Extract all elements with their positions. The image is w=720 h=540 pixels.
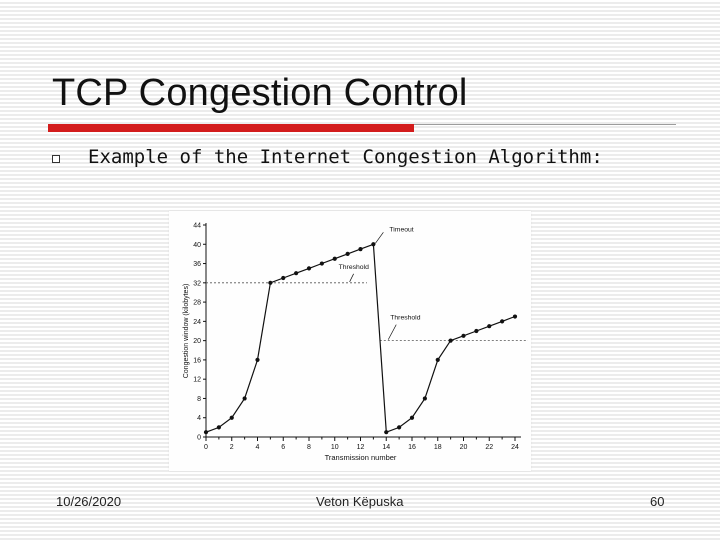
title-accent-bar	[48, 124, 414, 132]
data-point	[435, 357, 440, 363]
footer-page-number: 60	[650, 494, 665, 509]
congestion-window-figure: 0 4 8 12 16 20 24 28 32 36 40 44 0 2 4 6 8 10 12 14 16 18 20 22…	[169, 211, 531, 471]
x-tick-label: 2	[230, 444, 234, 451]
x-tick-label: 10	[331, 444, 339, 451]
x-tick-label: 6	[281, 444, 285, 451]
x-tick-label: 12	[357, 444, 365, 451]
data-point	[255, 357, 260, 363]
annotation-label: Threshold	[339, 264, 369, 271]
title-divider-line	[414, 124, 676, 125]
footer-date: 10/26/2020	[56, 494, 122, 509]
data-point	[384, 430, 389, 435]
x-tick-label: 20	[460, 444, 468, 451]
data-point	[319, 261, 324, 266]
data-point	[332, 256, 337, 261]
data-point	[448, 338, 453, 343]
data-point	[345, 251, 350, 257]
y-tick-label: 20	[193, 338, 201, 345]
x-tick-label: 0	[204, 444, 208, 451]
annotation-label: Timeout	[389, 226, 413, 233]
y-tick-label: 4	[197, 415, 201, 422]
annotation-label: Threshold	[390, 315, 420, 322]
data-point	[203, 430, 209, 435]
y-tick-label: 36	[193, 261, 201, 268]
annotation-leader-line	[349, 273, 354, 282]
y-tick-label: 8	[197, 396, 201, 403]
data-point	[461, 333, 466, 338]
y-axis-label: Congestion window (kilobytes)	[183, 284, 190, 379]
x-tick-label: 8	[307, 444, 311, 451]
data-point	[216, 425, 221, 430]
x-tick-label: 14	[382, 444, 390, 451]
y-tick-label: 24	[193, 319, 201, 326]
data-point	[281, 275, 286, 281]
annotation-leader-line	[375, 232, 384, 244]
x-tick-label: 18	[434, 444, 442, 451]
bullet-text: Example of the Internet Congestion Algor…	[88, 146, 603, 168]
y-tick-label: 44	[193, 223, 201, 230]
data-point	[474, 328, 479, 334]
data-point	[487, 324, 492, 329]
y-tick-label: 28	[193, 300, 201, 307]
x-tick-label: 4	[256, 444, 260, 451]
data-point	[422, 396, 427, 401]
y-tick-label: 0	[197, 435, 201, 442]
data-point	[397, 425, 402, 430]
x-tick-label: 16	[408, 444, 416, 451]
y-tick-label: 32	[193, 280, 201, 287]
x-tick-label: 22	[485, 444, 493, 451]
congestion-window-line	[205, 243, 516, 434]
data-point	[242, 396, 247, 401]
x-axis-label: Transmission number	[325, 453, 397, 462]
x-tick-label: 24	[511, 444, 519, 451]
data-point	[512, 314, 518, 319]
y-tick-label: 40	[193, 242, 201, 249]
bullet-item: Example of the Internet Congestion Algor…	[52, 146, 603, 168]
data-point	[229, 415, 234, 420]
slide-title: TCP Congestion Control	[52, 72, 468, 114]
data-point	[306, 266, 312, 271]
data-point	[409, 415, 415, 420]
y-tick-label: 16	[193, 357, 201, 364]
data-point	[268, 280, 273, 285]
data-point	[358, 246, 363, 252]
square-bullet-icon	[52, 155, 60, 163]
y-tick-label: 12	[193, 377, 201, 384]
annotation-leader-line	[387, 324, 397, 340]
footer-author: Veton Këpuska	[316, 494, 404, 509]
data-point	[371, 242, 376, 247]
data-point	[294, 271, 299, 276]
data-point	[500, 319, 505, 324]
